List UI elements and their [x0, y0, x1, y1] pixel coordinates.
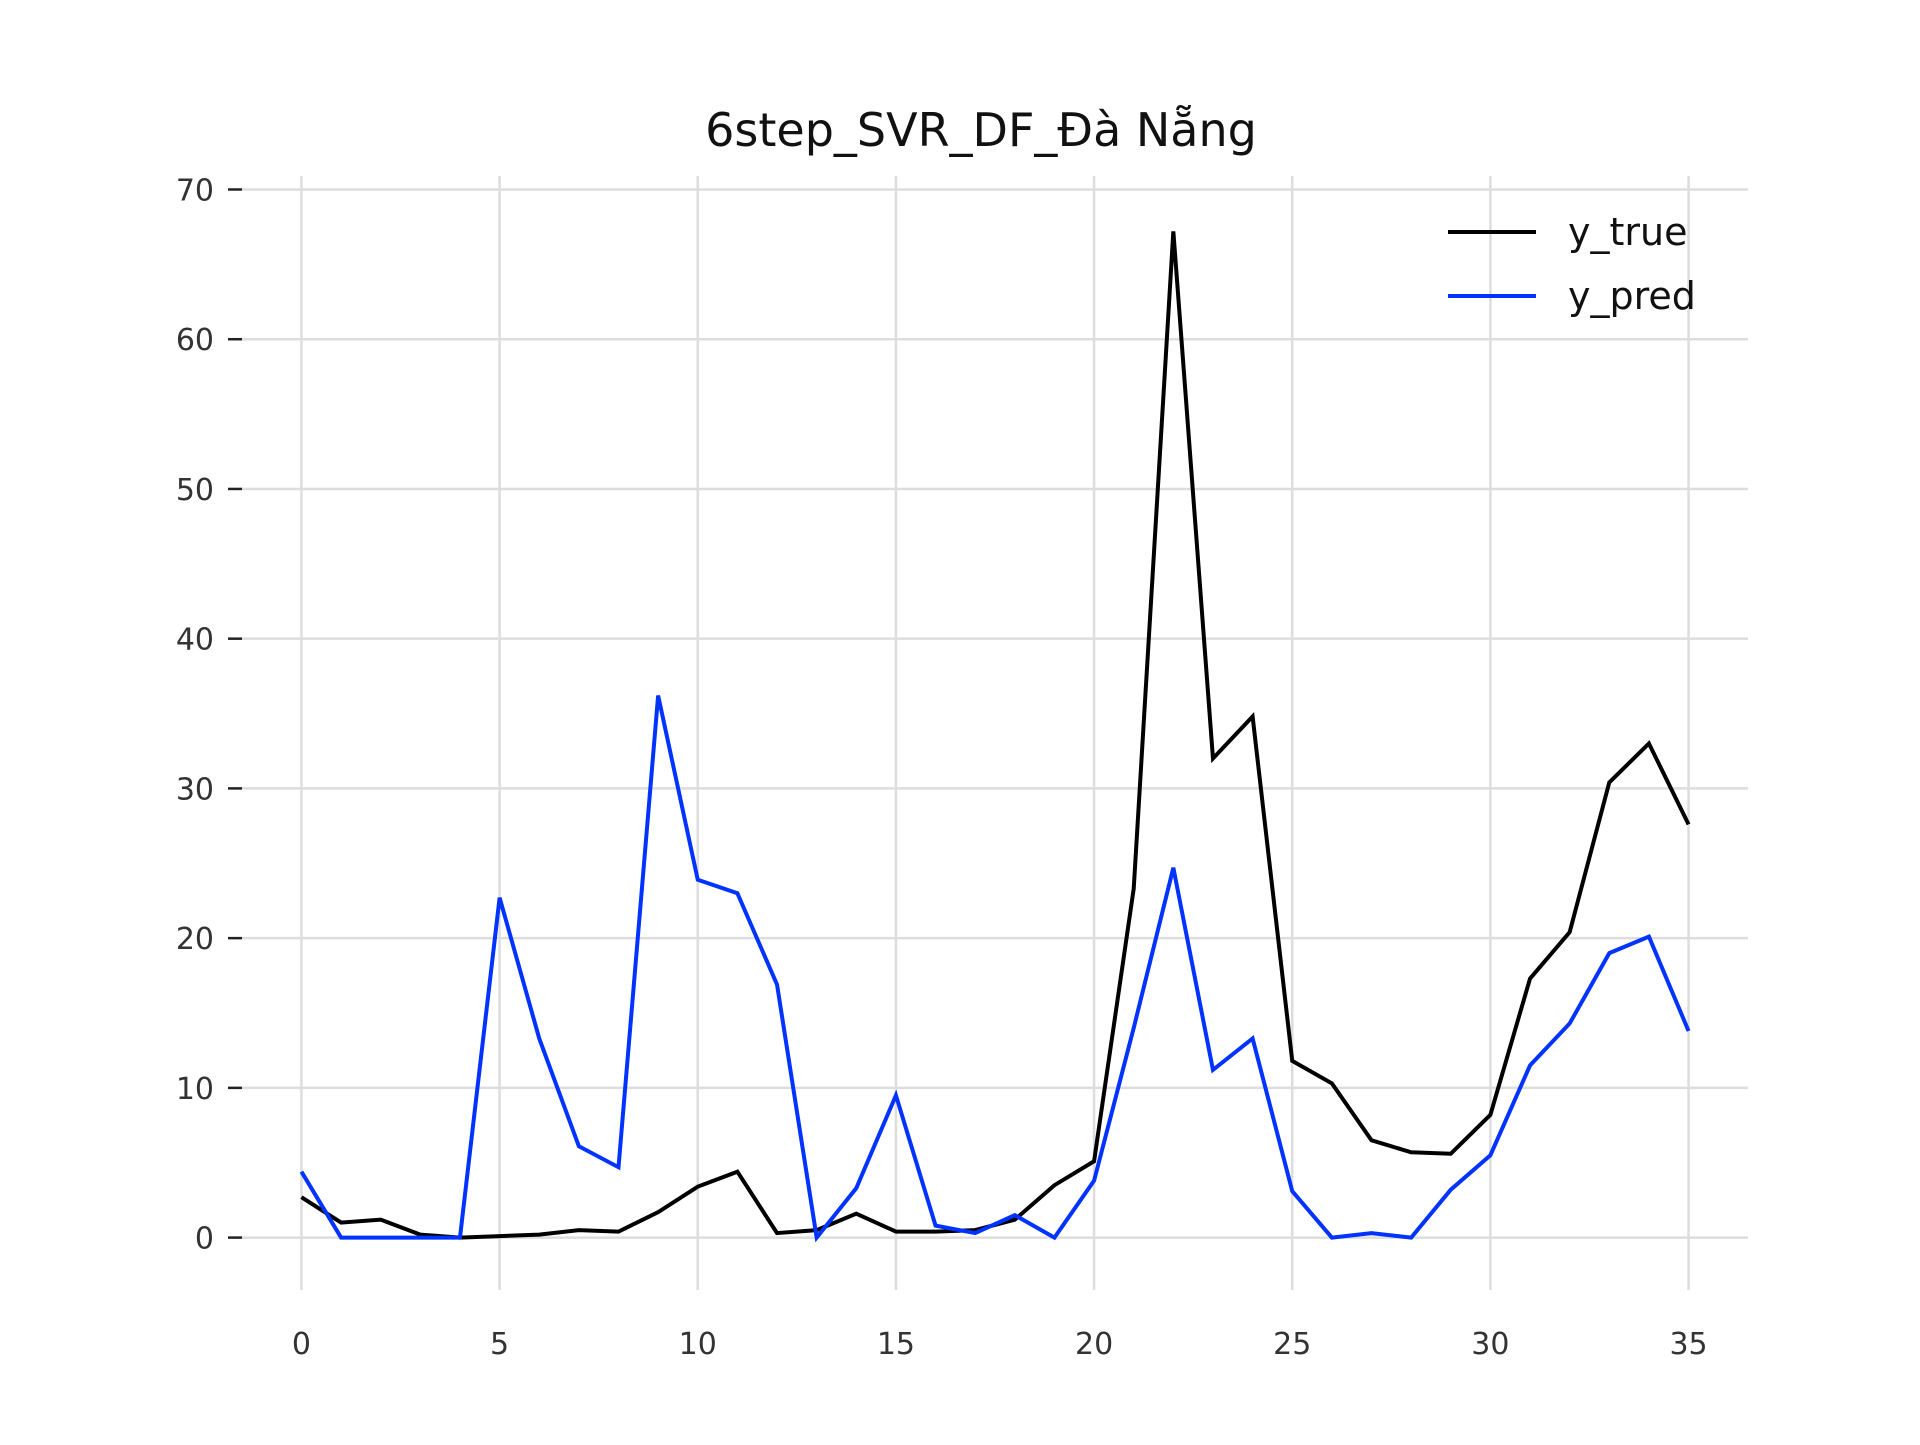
legend-label: y_pred: [1568, 274, 1696, 318]
x-tick-label: 15: [877, 1327, 915, 1362]
y-tick-label: 0: [195, 1222, 214, 1257]
x-tick-label: 10: [679, 1327, 717, 1362]
x-tick-label: 35: [1669, 1327, 1707, 1362]
y-tick-label: 70: [176, 173, 214, 208]
grid-layer: [242, 176, 1748, 1290]
axis-layer: 0 5 10 15 20 25 30 35 0 10 20 30 40 50 60 70: [176, 173, 1708, 1362]
chart-title: 6step_SVR_DF_Đà Nẵng: [705, 103, 1257, 157]
legend: y_true y_pred: [1448, 210, 1696, 318]
y-tick-label: 20: [176, 922, 214, 957]
x-tick-label: 30: [1471, 1327, 1509, 1362]
y-tick-label: 50: [176, 473, 214, 508]
x-tick-label: 0: [292, 1327, 311, 1362]
y-tick-label: 10: [176, 1072, 214, 1107]
series-layer: [299, 231, 1691, 1243]
y-tick-label: 60: [176, 323, 214, 358]
y-tick-label: 40: [176, 623, 214, 658]
legend-label: y_true: [1568, 210, 1687, 254]
x-tick-label: 20: [1075, 1327, 1113, 1362]
y-tick-label: 30: [176, 772, 214, 807]
series-line-y-pred: [299, 695, 1691, 1243]
x-tick-label: 25: [1273, 1327, 1311, 1362]
x-tick-label: 5: [490, 1327, 509, 1362]
